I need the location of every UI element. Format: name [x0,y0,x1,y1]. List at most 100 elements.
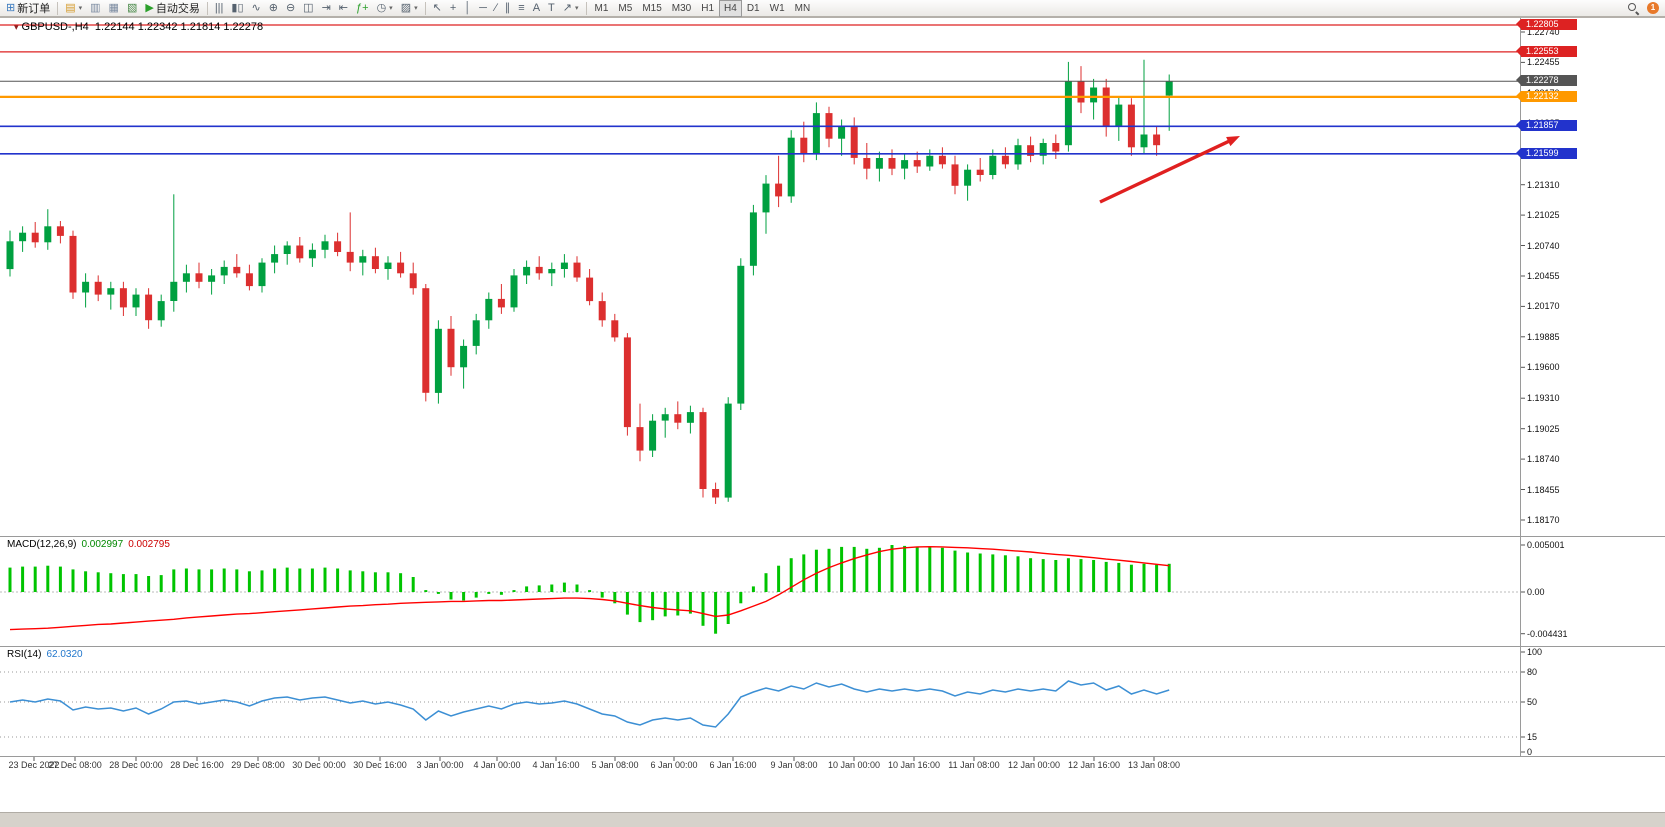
fibonacci-button[interactable]: ≡ [514,0,528,17]
tf-mn-button[interactable]: MN [790,0,816,17]
candle-body [283,245,291,254]
candle-body [964,169,972,186]
macd-main-value: 0.002997 [81,539,124,550]
chart-shift-icon: ⇤ [338,2,349,14]
tf-w1-button-label: W1 [769,2,785,14]
label-button[interactable]: T [544,0,559,17]
autotrading-button[interactable]: ▶ 自动交易 [141,0,203,17]
arrows-button[interactable]: ↗ ▾ [559,0,583,17]
tf-h4-button[interactable]: H4 [719,0,742,17]
trend-arrow[interactable] [1099,137,1234,204]
zoom-in-button[interactable]: ⊕ [265,0,282,17]
candle-body [850,125,858,158]
candle-body [800,137,808,154]
data-window-icon: ▦ [108,2,119,14]
text-icon: A [532,2,541,14]
candle-body [384,262,392,269]
profiles-icon: ▥ [90,2,101,14]
candle-body [535,266,543,274]
candle-body [145,294,153,321]
tf-m1-button[interactable]: M1 [590,0,614,17]
candle-body [1027,145,1035,156]
candle-body [485,298,493,321]
candle-body [447,328,455,368]
candle-body [611,320,619,338]
toolbar-separator [424,1,426,15]
templates-icon: ▨ [400,2,412,14]
crosshair-button[interactable]: + [446,0,460,17]
candle-body [510,275,518,308]
candle-body [497,298,505,308]
tf-m15-button[interactable]: M15 [637,0,666,17]
bars-chart-button[interactable]: ||| [211,0,228,17]
macd-panel-label: MACD(12,26,9) 0.002997 0.002795 [7,539,170,550]
navigator-icon: ▧ [126,2,138,14]
zoom-in-icon: ⊕ [268,2,278,14]
cursor-button[interactable]: ↖ [429,0,446,17]
candle-body [44,226,52,243]
tf-m30-button[interactable]: M30 [667,0,696,17]
channel-icon: ∥ [504,2,511,14]
data-window-button[interactable]: ▦ [105,0,123,17]
candle-body [170,281,178,301]
tf-d1-button[interactable]: D1 [742,0,765,17]
macd-indicator-name: MACD(12,26,9) [7,539,77,550]
autotrading-icon: ▶ [145,2,154,14]
label-icon: T [548,2,555,14]
candle-body [1001,155,1009,165]
profiles-button[interactable]: ▥ [86,0,104,17]
candle-body [334,241,342,252]
candle-body [1052,143,1060,152]
templates-button[interactable]: ▨ ▾ [397,0,422,17]
search-icon[interactable] [1627,2,1640,15]
tf-h1-button[interactable]: H1 [696,0,719,17]
new-chart-icon: ▤ [65,2,76,14]
new-order-button[interactable]: ⊞ 新订单 [2,0,54,17]
rsi-panel-label: RSI(14) 62.0320 [7,649,83,660]
trendline-button[interactable]: ∕ [491,0,501,17]
channel-button[interactable]: ∥ [501,0,515,17]
periods-button[interactable]: ◷ ▾ [373,0,397,17]
indicators-button[interactable]: ƒ+ [352,0,373,17]
candle-body [573,262,581,278]
notification-badge[interactable]: 1 [1647,2,1659,14]
chart-shift-button[interactable]: ⇤ [335,0,352,17]
new-order-button-label: 新订单 [17,3,51,15]
hline-button[interactable]: ─ [475,0,491,17]
new-chart-button[interactable]: ▤ ▾ [61,0,86,17]
line-chart-button[interactable]: ∿ [248,0,265,17]
candle-body [308,249,316,259]
chart-ohlc-values: 1.22144 1.22342 1.21814 1.22278 [94,21,264,33]
candle-body [901,160,909,169]
candle-body [321,241,329,250]
candle-body [245,273,253,287]
tf-w1-button[interactable]: W1 [765,0,790,17]
tf-m5-button-label: M5 [618,2,633,14]
autoscroll-button[interactable]: ⇥ [318,0,335,17]
candle-body [712,489,720,498]
candle-body [31,232,39,243]
candle-body [737,265,745,404]
bars-chart-icon: ||| [214,2,224,14]
dropdown-caret-icon: ▾ [575,5,579,12]
zoom-out-icon: ⊖ [285,2,296,14]
text-button[interactable]: A [529,0,544,17]
chart-collapse-icon[interactable]: ▾ [14,22,19,32]
candle-body [182,273,190,282]
zoom-out-button[interactable]: ⊖ [282,0,299,17]
candle-body [208,275,216,282]
candle-body [951,164,959,186]
vline-button[interactable]: │ [460,0,475,17]
navigator-button[interactable]: ▧ [123,0,141,17]
rsi-value: 62.0320 [46,649,83,660]
bottom-strip [0,812,1665,827]
candle-body [1077,81,1085,103]
autoscroll-icon: ⇥ [321,2,331,14]
candles-chart-button[interactable]: ▮▯ [227,0,247,17]
tile-windows-button[interactable]: ◫ [299,0,317,17]
tf-m5-button[interactable]: M5 [613,0,637,17]
candle-body [6,241,14,270]
candle-body [1115,104,1123,126]
trend-arrow-head [1226,136,1240,147]
